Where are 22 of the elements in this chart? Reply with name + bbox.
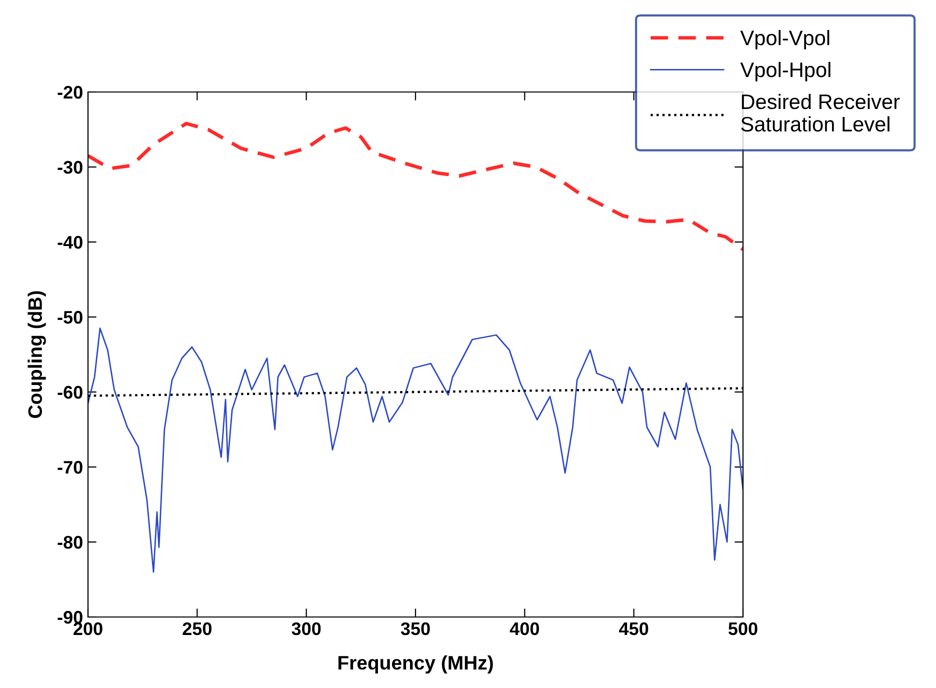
y-tick-label: -50 [58,310,82,324]
y-tick-label: -70 [58,460,82,474]
y-tick-label: -60 [58,386,82,399]
line-series [88,328,743,573]
y-tick-label: -20 [58,86,82,99]
x-tick-label: 400 [510,622,539,636]
legend-label: Vpol-Vpol [740,30,830,50]
y-tick-label: -80 [58,536,82,549]
y-tick-label: -90 [58,610,82,624]
x-tick-label: 450 [619,622,648,636]
x-tick-label: 300 [292,622,321,636]
y-tick-label: -30 [58,160,82,174]
legend-label: Vpol-Hpol [740,62,830,82]
x-tick-label: 250 [182,622,212,636]
x-tick-label: 350 [400,622,430,636]
x-axis-title: Frequency (MHz) [338,655,493,674]
x-tick-label: 500 [728,622,758,636]
y-tick-label: -40 [58,236,82,249]
y-axis-title: Coupling (dB) [28,291,46,418]
x-tick-label: 200 [74,622,102,636]
line-series [88,122,743,252]
legend-label: Desired Receiver Saturation Level [741,94,900,132]
